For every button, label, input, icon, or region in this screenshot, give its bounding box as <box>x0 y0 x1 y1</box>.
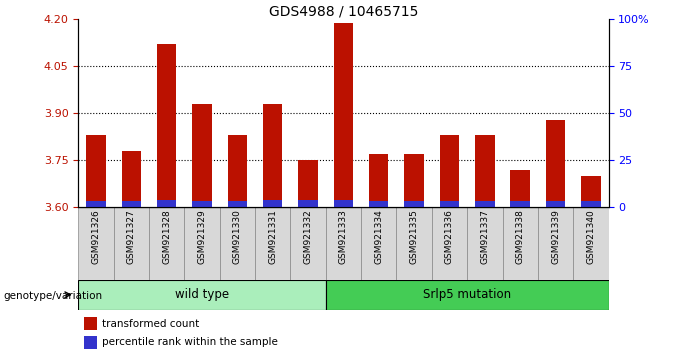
Bar <box>538 207 573 280</box>
Bar <box>114 207 149 280</box>
Text: GSM921337: GSM921337 <box>480 209 490 264</box>
Text: GSM921334: GSM921334 <box>374 209 384 264</box>
Bar <box>511 170 530 207</box>
Bar <box>228 135 247 207</box>
Bar <box>290 207 326 280</box>
Bar <box>263 104 282 207</box>
Bar <box>84 317 97 330</box>
Bar <box>78 280 326 310</box>
Bar <box>220 207 255 280</box>
Bar <box>440 135 459 207</box>
Text: wild type: wild type <box>175 288 229 301</box>
Text: GSM921332: GSM921332 <box>303 209 313 264</box>
Text: GSM921326: GSM921326 <box>91 209 101 264</box>
Bar <box>122 151 141 207</box>
Bar <box>334 23 353 207</box>
Bar <box>263 200 282 207</box>
Text: GSM921331: GSM921331 <box>268 209 277 264</box>
Bar <box>369 154 388 207</box>
Text: GSM921330: GSM921330 <box>233 209 242 264</box>
Bar <box>546 201 565 207</box>
Bar <box>440 201 459 207</box>
Bar <box>192 104 211 207</box>
Bar <box>78 207 114 280</box>
Bar <box>326 280 609 310</box>
Bar <box>299 200 318 207</box>
Text: Srlp5 mutation: Srlp5 mutation <box>423 288 511 301</box>
Bar <box>405 154 424 207</box>
Bar <box>299 160 318 207</box>
Bar <box>511 201 530 207</box>
Bar <box>192 201 211 207</box>
Bar <box>503 207 538 280</box>
Bar <box>255 207 290 280</box>
Bar <box>475 201 494 207</box>
Bar <box>122 201 141 207</box>
Bar <box>405 201 424 207</box>
Bar <box>184 207 220 280</box>
Bar <box>475 135 494 207</box>
Text: GSM921336: GSM921336 <box>445 209 454 264</box>
Bar <box>86 135 105 207</box>
Text: GSM921329: GSM921329 <box>197 209 207 264</box>
Bar <box>467 207 503 280</box>
Bar <box>149 207 184 280</box>
Bar <box>157 45 176 207</box>
Bar <box>157 200 176 207</box>
Text: GSM921328: GSM921328 <box>162 209 171 264</box>
Text: GSM921327: GSM921327 <box>126 209 136 264</box>
Text: GSM921333: GSM921333 <box>339 209 348 264</box>
Bar <box>581 201 600 207</box>
Text: GSM921340: GSM921340 <box>586 209 596 264</box>
Text: GSM921335: GSM921335 <box>409 209 419 264</box>
Bar <box>546 120 565 207</box>
Bar <box>334 200 353 207</box>
Bar <box>228 201 247 207</box>
Text: transformed count: transformed count <box>102 319 199 329</box>
Text: GSM921338: GSM921338 <box>515 209 525 264</box>
Text: percentile rank within the sample: percentile rank within the sample <box>102 337 278 347</box>
Bar <box>396 207 432 280</box>
Bar <box>581 176 600 207</box>
Title: GDS4988 / 10465715: GDS4988 / 10465715 <box>269 4 418 18</box>
Text: genotype/variation: genotype/variation <box>3 291 103 301</box>
Bar <box>432 207 467 280</box>
Bar <box>361 207 396 280</box>
Bar <box>326 207 361 280</box>
Bar <box>86 201 105 207</box>
Bar <box>573 207 609 280</box>
Bar <box>84 336 97 349</box>
Bar <box>369 201 388 207</box>
Text: GSM921339: GSM921339 <box>551 209 560 264</box>
